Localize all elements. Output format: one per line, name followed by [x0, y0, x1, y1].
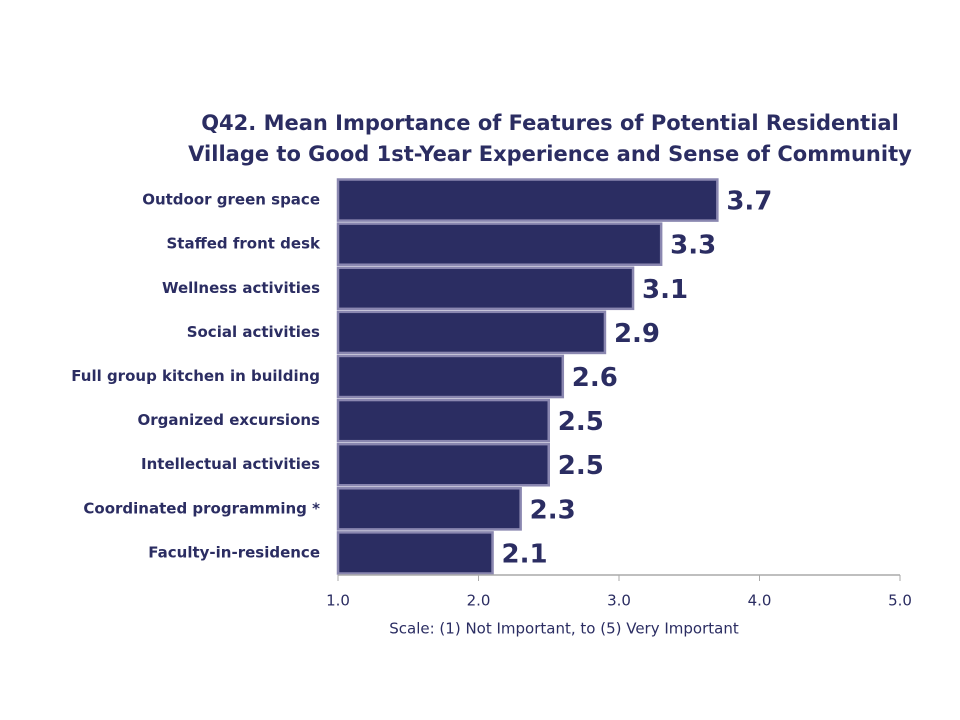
- data-label: 3.7: [726, 187, 772, 217]
- x-axis-title: Scale: (1) Not Important, to (5) Very Im…: [389, 620, 739, 638]
- y-tick-label: Intellectual activities: [141, 455, 320, 473]
- y-tick-label: Outdoor green space: [142, 191, 320, 209]
- x-tick-label: 2.0: [467, 592, 491, 610]
- y-tick-label: Full group kitchen in building: [71, 367, 320, 385]
- bar: [336, 178, 719, 222]
- data-label: 2.3: [530, 495, 576, 525]
- bar: [336, 266, 635, 311]
- y-tick-label: Organized excursions: [138, 411, 321, 429]
- data-label: 2.5: [558, 451, 604, 481]
- chart-title: Village to Good 1st-Year Experience and …: [188, 142, 912, 166]
- bar: [336, 398, 550, 443]
- x-tick-label: 3.0: [607, 592, 631, 610]
- y-tick-label: Staffed front desk: [167, 235, 322, 253]
- data-label: 3.1: [642, 275, 688, 305]
- bar: [336, 310, 607, 355]
- y-tick-label: Social activities: [187, 323, 320, 341]
- data-label: 2.9: [614, 319, 660, 349]
- y-tick-label: Coordinated programming *: [83, 499, 320, 517]
- y-tick-label: Faculty-in-residence: [148, 543, 320, 561]
- bar: [336, 487, 522, 531]
- x-tick-label: 5.0: [888, 592, 912, 610]
- chart-title: Q42. Mean Importance of Features of Pote…: [201, 111, 899, 135]
- bar: [336, 222, 663, 266]
- bar: [336, 531, 494, 575]
- data-label: 2.6: [572, 363, 618, 393]
- bar: [336, 354, 565, 399]
- y-tick-label: Wellness activities: [162, 279, 320, 297]
- bar: [336, 442, 550, 487]
- data-label: 2.1: [502, 539, 548, 569]
- data-label: 2.5: [558, 407, 604, 437]
- x-tick-label: 1.0: [326, 592, 350, 610]
- x-tick-label: 4.0: [748, 592, 772, 610]
- data-label: 3.3: [670, 231, 716, 261]
